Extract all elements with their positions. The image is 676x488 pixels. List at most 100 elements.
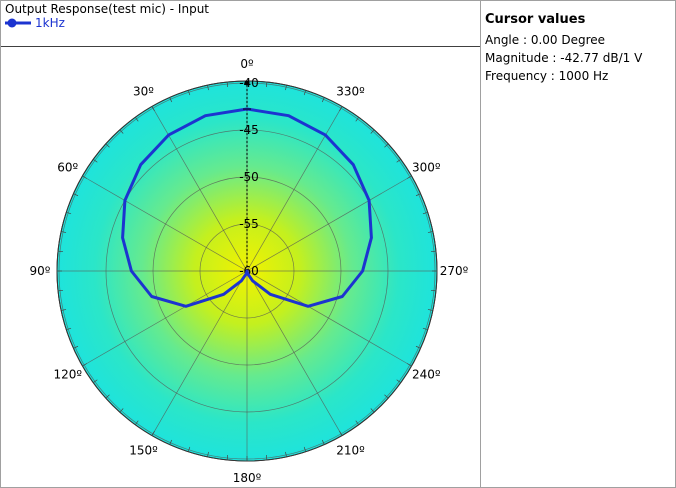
angle-tick-label: 270º (440, 264, 469, 278)
rim-tick (339, 106, 343, 111)
rim-tick (105, 394, 110, 399)
rim-tick (135, 117, 139, 122)
rim-tick (207, 85, 209, 91)
rim-tick (355, 117, 359, 122)
series-point (121, 236, 124, 239)
grid-spoke (246, 270, 412, 367)
chart-title: Output Response(test mic) - Input (5, 2, 210, 16)
series-point (361, 270, 364, 272)
rim-tick (169, 439, 173, 445)
cursor-frequency: Frequency : 1000 Hz (485, 69, 609, 83)
rim-tick (427, 231, 433, 233)
rim-tick (285, 451, 287, 457)
rim-tick (61, 309, 67, 311)
grid-spoke (246, 270, 343, 436)
cursor-values-title: Cursor values (485, 12, 586, 27)
rim-tick (303, 90, 307, 96)
rim-tick (135, 420, 139, 425)
series-point (287, 114, 290, 117)
series-point (368, 199, 370, 202)
cursor-magnitude: Magnitude : -42.77 dB/1 V (485, 51, 643, 65)
series-point (150, 295, 153, 298)
rim-tick (73, 193, 79, 197)
rim-tick (303, 446, 307, 452)
series-point (185, 305, 187, 308)
series-point (139, 163, 142, 166)
series-point (246, 270, 248, 272)
rim-tick (151, 106, 155, 111)
radial-tick-label: -50 (239, 170, 259, 184)
rim-tick (187, 446, 191, 452)
chart-header: Output Response(test mic) - Input 1kHz (1, 1, 480, 47)
angle-tick-label: 0º (240, 57, 254, 71)
legend-swatch (5, 18, 31, 28)
series-point (240, 279, 243, 282)
rim-tick (207, 451, 209, 457)
rim-tick (415, 193, 421, 197)
legend-label: 1kHz (35, 16, 65, 30)
series-point (307, 305, 309, 308)
angle-tick-label: 300º (412, 161, 441, 175)
radial-tick-label: -45 (239, 123, 259, 137)
grid-spoke (82, 175, 248, 272)
rim-tick (370, 129, 375, 134)
angle-tick-label: 240º (412, 368, 441, 382)
polar-chart[interactable]: -40-45-50-55-600º30º60º90º120º150º180º21… (1, 1, 480, 487)
legend[interactable]: 1kHz (5, 16, 65, 30)
grid-spoke (246, 175, 412, 272)
rim-tick (384, 143, 389, 148)
rim-tick (82, 175, 87, 179)
angle-tick-label: 330º (336, 85, 365, 99)
rim-tick (430, 289, 436, 292)
rim-tick (66, 327, 72, 331)
rim-tick (415, 345, 421, 349)
series-point (124, 199, 126, 202)
rim-tick (66, 211, 72, 215)
cursor-end-dot (244, 80, 250, 86)
rim-tick (226, 454, 229, 460)
rim-tick (119, 129, 124, 134)
series-point (167, 134, 170, 136)
rim-tick (169, 97, 173, 103)
angle-tick-label: 30º (133, 85, 154, 99)
rim-tick (187, 90, 191, 96)
rim-tick (226, 82, 229, 88)
rim-tick (151, 431, 155, 436)
series-point (352, 163, 355, 166)
rim-tick (339, 431, 343, 436)
series-point (222, 293, 225, 296)
grid-spoke (82, 270, 248, 367)
series-point (269, 293, 272, 296)
rim-tick (321, 439, 325, 445)
rim-tick (265, 82, 268, 88)
grid-spoke (151, 270, 248, 436)
rim-tick (396, 159, 401, 163)
rim-tick (384, 394, 389, 399)
rim-tick (396, 379, 401, 383)
angle-tick-label: 180º (233, 471, 262, 485)
plot-panel[interactable]: -40-45-50-55-600º30º60º90º120º150º180º21… (1, 1, 481, 487)
cursor-angle: Angle : 0.00 Degree (485, 33, 606, 47)
angle-tick-label: 210º (336, 443, 365, 457)
cursor-values-panel: Cursor values Angle : 0.00 Degree Magnit… (481, 1, 675, 487)
rim-tick (321, 97, 325, 103)
angle-tick-label: 90º (30, 264, 51, 278)
series-point (370, 236, 373, 239)
series-point (130, 270, 133, 272)
rim-tick (422, 327, 428, 331)
rim-tick (105, 143, 110, 148)
rim-tick (407, 175, 412, 179)
series-point (324, 134, 327, 136)
rim-tick (73, 345, 79, 349)
rim-tick (58, 250, 64, 253)
rim-tick (370, 408, 375, 413)
radial-tick-label: -55 (239, 217, 259, 231)
rim-tick (407, 363, 412, 367)
rim-tick (93, 379, 98, 383)
rim-tick (285, 85, 287, 91)
angle-tick-label: 150º (129, 443, 158, 457)
series-point (341, 295, 344, 298)
rim-tick (93, 159, 98, 163)
series-point (245, 272, 248, 275)
